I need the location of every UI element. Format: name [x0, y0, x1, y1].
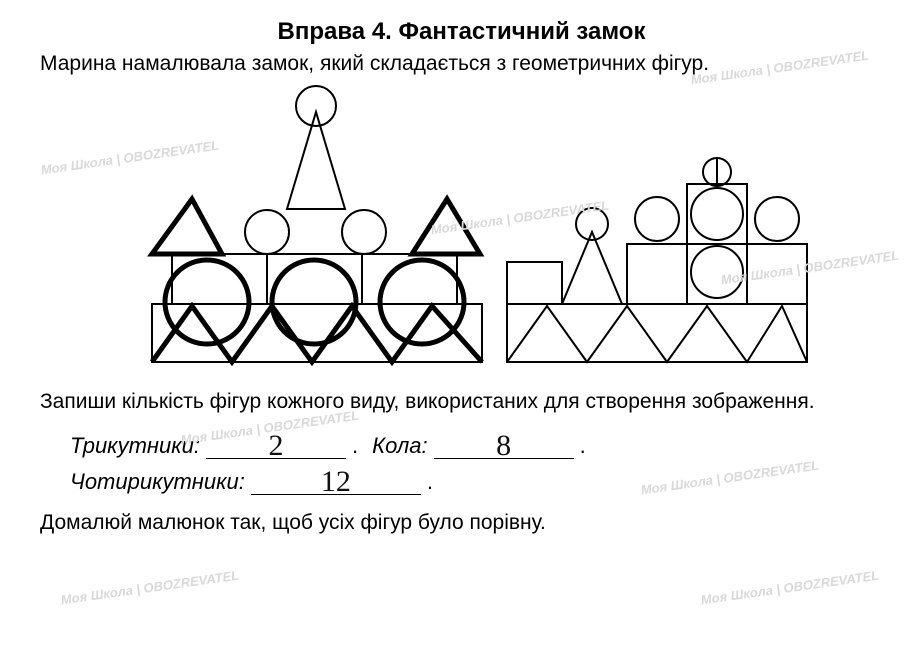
- intro-text: Марина намалювала замок, який складаєтьс…: [40, 52, 883, 76]
- quads-label: Чотирикутники:: [70, 469, 245, 495]
- triangles-label: Трикутники:: [70, 433, 200, 459]
- circles-label: Кола:: [372, 433, 427, 459]
- answer-row-2: Чотирикутники: 12 .: [70, 469, 883, 495]
- watermark: Моя Школа | OBOZREVATEL: [60, 568, 240, 608]
- period-1: .: [352, 433, 358, 459]
- castle-diagram: [40, 84, 883, 374]
- watermark: Моя Школа | OBOZREVATEL: [700, 568, 880, 608]
- circles-value: 8: [434, 434, 574, 459]
- exercise-title: Вправа 4. Фантастичний замок: [40, 18, 883, 46]
- triangles-value: 2: [206, 434, 346, 459]
- period-2: .: [580, 433, 586, 459]
- final-instruction: Домалюй малюнок так, щоб усіх фігур було…: [40, 511, 883, 535]
- instruction-text: Запиши кількість фігур кожного виду, вик…: [40, 388, 883, 415]
- answer-row-1: Трикутники: 2 . Кола: 8 .: [70, 433, 883, 459]
- answers-block: Трикутники: 2 . Кола: 8 . Чотирикутники:…: [70, 433, 883, 495]
- period-3: .: [427, 469, 433, 495]
- castle-svg: [102, 84, 822, 374]
- quads-value: 12: [251, 470, 421, 495]
